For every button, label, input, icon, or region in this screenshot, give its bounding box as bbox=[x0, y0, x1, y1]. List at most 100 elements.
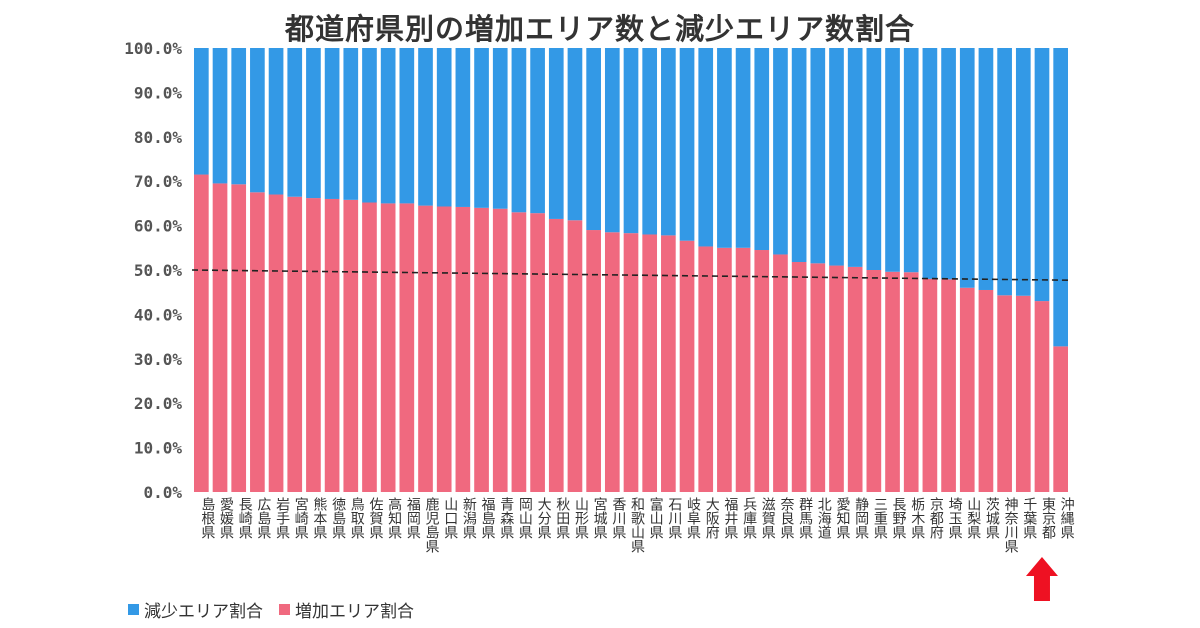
bar-increase bbox=[735, 247, 751, 492]
x-tick-label: 山梨県 bbox=[965, 497, 981, 539]
bar-decrease bbox=[418, 48, 433, 206]
legend-label-increase: 増加エリア割合 bbox=[295, 602, 414, 622]
bar-decrease bbox=[474, 48, 489, 208]
bar-decrease bbox=[1053, 48, 1068, 347]
x-tick-label: 兵庫県 bbox=[741, 497, 757, 539]
bar-decrease bbox=[324, 48, 340, 199]
bar-increase bbox=[511, 212, 527, 492]
bar-increase bbox=[922, 278, 938, 492]
bar-increase bbox=[268, 194, 284, 492]
x-tick-label: 群馬県 bbox=[797, 497, 813, 539]
bar-increase bbox=[679, 240, 695, 492]
x-tick-label: 東京都 bbox=[1040, 497, 1056, 539]
y-tick-label: 70.0% bbox=[134, 172, 183, 191]
bar-decrease bbox=[941, 48, 956, 280]
bar-increase bbox=[418, 205, 433, 492]
bar-increase bbox=[362, 202, 377, 492]
bar-increase bbox=[567, 220, 583, 492]
bar-decrease bbox=[194, 48, 209, 175]
x-tick-label: 宮城県 bbox=[592, 497, 608, 539]
y-tick-label: 50.0% bbox=[134, 261, 183, 280]
trendline-dashed bbox=[191, 269, 1071, 282]
bar-increase bbox=[1015, 295, 1031, 492]
x-axis-labels: 島根県 愛媛県 長崎県 広島県 岩手県 宮崎県 熊本県 徳島県 鳥取県 佐賀県 高知県 福岡県 鹿児島県… bbox=[199, 496, 1074, 553]
bar-increase bbox=[773, 254, 788, 492]
trendline bbox=[191, 269, 1071, 282]
bar-decrease bbox=[604, 48, 620, 233]
bar-increase bbox=[455, 206, 471, 492]
x-tick-label: 島根県 bbox=[199, 497, 215, 539]
bar-decrease bbox=[698, 48, 714, 247]
x-tick-label: 広島県 bbox=[255, 497, 271, 539]
bar-increase bbox=[604, 232, 620, 492]
bar-decrease bbox=[978, 48, 994, 290]
bar-decrease bbox=[362, 48, 377, 203]
y-tick-label: 10.0% bbox=[134, 439, 183, 458]
bar-decrease bbox=[866, 48, 882, 270]
x-tick-label: 熊本県 bbox=[311, 497, 327, 539]
bar-decrease bbox=[903, 48, 919, 273]
bar-increase bbox=[903, 272, 919, 492]
bar-decrease bbox=[922, 48, 938, 279]
bar-increase bbox=[978, 289, 994, 492]
bar-increase bbox=[324, 198, 340, 492]
y-tick-label: 80.0% bbox=[134, 128, 183, 147]
x-tick-label: 佐賀県 bbox=[367, 497, 383, 539]
bar-decrease bbox=[791, 48, 807, 263]
bar-increase bbox=[959, 287, 975, 492]
bar-decrease bbox=[735, 48, 751, 248]
x-tick-label: 青森県 bbox=[498, 497, 514, 539]
legend-swatch-decrease bbox=[128, 604, 139, 615]
bars bbox=[194, 48, 1068, 493]
bar-decrease bbox=[436, 48, 452, 207]
bar-decrease bbox=[661, 48, 676, 236]
x-tick-label: 福岡県 bbox=[405, 497, 421, 539]
bar-decrease bbox=[679, 48, 695, 241]
x-tick-label: 沖縄県 bbox=[1059, 497, 1075, 539]
bar-decrease bbox=[530, 48, 545, 214]
bar-decrease bbox=[997, 48, 1012, 296]
bar-decrease bbox=[810, 48, 826, 264]
x-tick-label: 栃木県 bbox=[909, 497, 925, 539]
bar-increase bbox=[586, 230, 601, 493]
bar-increase bbox=[343, 199, 359, 492]
x-tick-label: 鹿児島県 bbox=[424, 496, 440, 553]
bar-decrease bbox=[623, 48, 639, 234]
legend-swatch-increase bbox=[279, 604, 290, 615]
x-tick-label: 千葉県 bbox=[1021, 497, 1037, 539]
x-tick-label: 岐阜県 bbox=[685, 497, 701, 539]
bar-increase bbox=[661, 235, 676, 493]
bar-increase bbox=[530, 213, 545, 492]
y-axis: 0.0% 10.0% 20.0% 30.0% 40.0% 50.0% 60.0% 70.0% 8… bbox=[124, 39, 182, 502]
bar-increase bbox=[997, 295, 1012, 492]
y-tick-label: 90.0% bbox=[134, 83, 183, 102]
legend: 減少エリア割合 増加エリア割合 bbox=[128, 597, 430, 622]
x-tick-label: 三重県 bbox=[872, 497, 888, 539]
x-tick-label: 大阪府 bbox=[704, 497, 720, 540]
bar-increase bbox=[399, 203, 415, 492]
x-tick-label: 岩手県 bbox=[274, 497, 290, 539]
bar-decrease bbox=[567, 48, 583, 221]
bar-increase bbox=[810, 263, 826, 492]
bar-decrease bbox=[717, 48, 732, 248]
legend-item-increase: 増加エリア割合 bbox=[279, 597, 414, 622]
x-tick-label: 長野県 bbox=[891, 497, 907, 539]
bar-decrease bbox=[343, 48, 359, 200]
y-tick-label: 20.0% bbox=[134, 394, 183, 413]
bar-increase bbox=[194, 174, 209, 493]
bar-decrease bbox=[847, 48, 863, 267]
bar-decrease bbox=[586, 48, 601, 231]
x-tick-label: 大分県 bbox=[536, 497, 552, 539]
bar-increase bbox=[287, 196, 303, 493]
legend-item-decrease: 減少エリア割合 bbox=[128, 597, 263, 622]
y-tick-label: 100.0% bbox=[124, 39, 182, 58]
x-tick-label: 和歌山県 bbox=[629, 497, 645, 553]
bar-increase bbox=[306, 198, 321, 492]
x-tick-label: 愛知県 bbox=[834, 497, 850, 539]
x-tick-label: 徳島県 bbox=[330, 497, 346, 539]
x-tick-label: 秋田県 bbox=[554, 497, 570, 539]
x-tick-label: 高知県 bbox=[386, 496, 402, 539]
x-tick-label: 宮崎県 bbox=[293, 497, 309, 539]
legend-label-decrease: 減少エリア割合 bbox=[144, 602, 263, 622]
bar-increase bbox=[717, 247, 732, 492]
